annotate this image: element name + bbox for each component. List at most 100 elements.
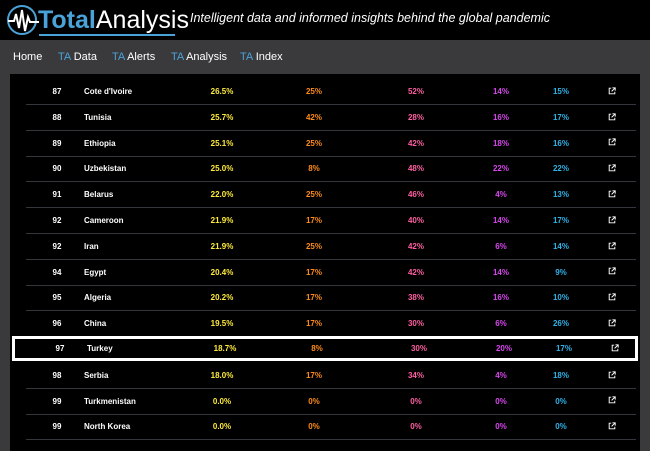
nav-home[interactable]: Home [13, 51, 42, 63]
nav-ta-index-prefix: TA [240, 51, 253, 63]
data-table: 87 Cote d'Ivoire 26.5% 25% 52% 14% 15% 88 Tunisi… [10, 74, 640, 451]
country-cell: Uzbekistan [84, 164, 127, 174]
value-5-cell: 17% [552, 216, 569, 225]
table-row[interactable]: 90 Uzbekistan 25.0% 8% 48% 22% 22% [26, 156, 636, 183]
value-3-cell: 42% [407, 138, 424, 148]
value-3-cell: 52% [407, 87, 424, 96]
logo-text: TotalAnalysis [38, 5, 189, 35]
value-1-cell: 20.2% [210, 293, 234, 303]
value-3-cell: 34% [407, 370, 424, 380]
value-2-cell: 0% [308, 396, 320, 406]
value-2-cell: 25% [305, 138, 322, 148]
rank-cell: 90 [52, 164, 62, 174]
table-row[interactable]: 91 Belarus 22.0% 25% 46% 4% 13% [26, 182, 636, 209]
rank-cell: 92 [52, 216, 62, 225]
value-1-cell: 0.0% [212, 396, 232, 406]
country-cell: North Korea [84, 422, 131, 432]
value-1-cell: 22.0% [210, 190, 234, 200]
value-2-cell: 0% [308, 422, 320, 432]
table-row[interactable]: 99 North Korea 0.0% 0% 0% 0% 0% [26, 414, 636, 441]
table-row[interactable]: 92 Cameroon 21.9% 17% 40% 14% 17% [26, 208, 636, 234]
value-5-cell: 18% [552, 370, 569, 380]
nav-ta-data-prefix: TA [58, 51, 71, 63]
rank-cell: 92 [52, 241, 62, 251]
country-cell: Iran [84, 241, 99, 251]
table-row[interactable]: 92 Iran 21.9% 25% 42% 6% 14% [26, 234, 636, 260]
rank-cell: 87 [52, 87, 62, 96]
external-link-icon[interactable] [606, 156, 618, 181]
external-link-icon[interactable] [606, 182, 618, 207]
value-3-cell: 30% [410, 344, 427, 353]
country-cell: Tunisia [84, 112, 112, 122]
external-link-icon[interactable] [606, 260, 618, 285]
nav-ta-analysis[interactable]: TA Analysis [171, 51, 227, 63]
value-4-cell: 4% [495, 190, 507, 200]
value-5-cell: 22% [552, 164, 569, 174]
nav-ta-index-label: Index [255, 51, 283, 63]
nav-ta-alerts[interactable]: TA Alerts [112, 51, 155, 63]
logo-text-analysis: Analysis [95, 6, 189, 34]
country-cell: Egypt [84, 267, 107, 277]
nav-ta-analysis-label: Analysis [186, 51, 228, 63]
table-row[interactable]: 94 Egypt 20.4% 17% 42% 14% 9% [26, 260, 636, 286]
rank-cell: 98 [52, 370, 62, 380]
value-4-cell: 6% [495, 241, 507, 251]
table-row[interactable]: 89 Ethiopia 25.1% 25% 42% 18% 16% [26, 131, 636, 157]
table-row[interactable]: 96 China 19.5% 17% 30% 6% 26% [26, 311, 636, 338]
external-link-icon[interactable] [606, 131, 618, 156]
value-4-cell: 14% [492, 267, 509, 277]
rank-cell: 89 [52, 138, 62, 148]
nav-home-label: Home [13, 51, 43, 63]
external-link-icon[interactable] [606, 105, 618, 130]
country-cell: Turkmenistan [84, 396, 136, 406]
nav-ta-data[interactable]: TA Data [58, 51, 97, 63]
value-2-cell: 25% [305, 87, 322, 96]
value-1-cell: 21.9% [210, 241, 234, 251]
value-2-cell: 25% [305, 190, 322, 200]
value-2-cell: 8% [308, 164, 320, 174]
logo[interactable]: TotalAnalysis [6, 4, 189, 36]
table-row[interactable]: 88 Tunisia 25.7% 42% 28% 16% 17% [26, 105, 636, 131]
value-4-cell: 22% [492, 164, 509, 174]
external-link-icon[interactable] [606, 311, 618, 336]
external-link-icon[interactable] [606, 79, 618, 104]
value-3-cell: 30% [407, 319, 424, 329]
value-5-cell: 26% [552, 319, 569, 329]
value-4-cell: 14% [492, 216, 509, 225]
external-link-icon[interactable] [606, 363, 618, 388]
external-link-icon[interactable] [606, 208, 618, 233]
table-row[interactable]: 98 Serbia 18.0% 17% 34% 4% 18% [26, 363, 636, 389]
external-link-icon[interactable] [609, 336, 621, 361]
table-row-highlighted[interactable]: 97 Turkey 18.7% 8% 30% 20% 17% [12, 336, 638, 361]
nav-ta-alerts-prefix: TA [112, 51, 125, 63]
country-cell: Cameroon [84, 216, 124, 225]
value-2-cell: 17% [305, 370, 322, 380]
value-4-cell: 20% [495, 344, 512, 353]
nav-ta-index[interactable]: TA Index [240, 51, 283, 63]
value-4-cell: 16% [492, 112, 509, 122]
external-link-icon[interactable] [606, 234, 618, 259]
pulse-logo-icon [7, 5, 39, 35]
nav-ta-analysis-prefix: TA [171, 51, 184, 63]
rank-cell: 88 [52, 112, 62, 122]
table-row[interactable]: 99 Turkmenistan 0.0% 0% 0% 0% 0% [26, 389, 636, 415]
table-row[interactable]: 95 Algeria 20.2% 17% 38% 16% 10% [26, 285, 636, 312]
external-link-icon[interactable] [606, 389, 618, 414]
country-cell: China [84, 319, 107, 329]
value-1-cell: 25.0% [210, 164, 234, 174]
nav-ta-alerts-label: Alerts [127, 51, 156, 63]
value-5-cell: 17% [555, 344, 572, 353]
value-5-cell: 17% [552, 112, 569, 122]
value-1-cell: 25.1% [210, 138, 234, 148]
table-row[interactable]: 87 Cote d'Ivoire 26.5% 25% 52% 14% 15% [26, 79, 636, 105]
external-link-icon[interactable] [606, 285, 618, 310]
value-2-cell: 25% [305, 241, 322, 251]
value-4-cell: 18% [492, 138, 509, 148]
value-2-cell: 17% [305, 216, 322, 225]
value-1-cell: 18.0% [210, 370, 234, 380]
value-5-cell: 9% [555, 267, 567, 277]
value-3-cell: 42% [407, 267, 424, 277]
value-1-cell: 26.5% [210, 87, 234, 96]
external-link-icon[interactable] [606, 414, 618, 439]
value-5-cell: 13% [552, 190, 569, 200]
